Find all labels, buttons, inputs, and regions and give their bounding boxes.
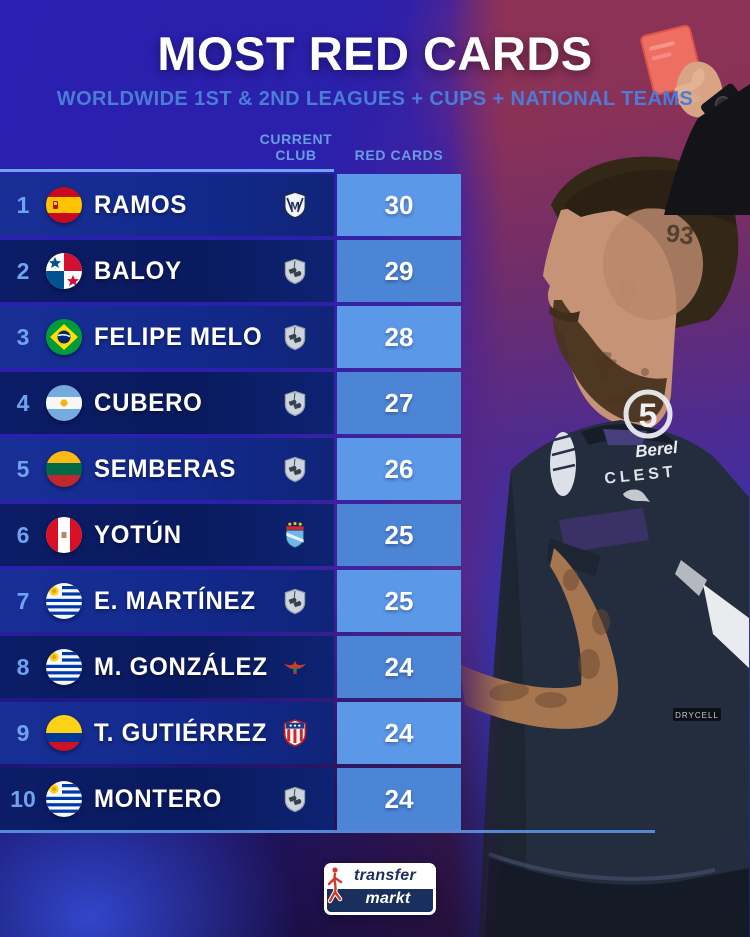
retired-boots-badge: [280, 387, 310, 419]
red-cards-value: 25: [384, 519, 414, 550]
shoulder-chevron: [703, 584, 749, 668]
logo-player-figure-icon: [326, 866, 344, 904]
rank-number: 9: [16, 720, 30, 746]
shorts: [485, 858, 749, 937]
retired-boots-badge: [280, 585, 310, 617]
player-name: SEMBERAS: [94, 455, 237, 483]
panama-flag: [46, 253, 82, 289]
monterrey-chest-badge: [550, 432, 576, 496]
rank-number: 6: [16, 522, 30, 548]
sporting-cristal-badge: [280, 519, 310, 551]
jersey-hemline: [488, 852, 716, 881]
player-name: M. GONZÁLEZ: [94, 653, 268, 681]
table-row: 1 RAMOS M 30: [0, 174, 462, 236]
svg-text:M: M: [290, 200, 299, 212]
red-cards-value: 29: [384, 255, 414, 286]
rank-number: 5: [16, 456, 30, 482]
ranking-table: 1 RAMOS M 30 2 BALOY 29 3: [0, 174, 462, 834]
table-row: 10 MONTERO 24: [0, 768, 462, 830]
svg-text:Berel: Berel: [634, 438, 680, 461]
column-header-current-club: CURRENT CLUB: [246, 131, 346, 163]
rank-number: 1: [16, 192, 30, 218]
player-name: FELIPE MELO: [94, 323, 263, 351]
berel-5-logo: 5 Berel: [623, 389, 680, 461]
red-cards-value: 24: [384, 651, 414, 682]
retired-boots-badge: [280, 783, 310, 815]
peru-flag: [46, 517, 82, 553]
table-row: 4 CUBERO 27: [0, 372, 462, 434]
uruguay-flag: [46, 781, 82, 817]
retired-boots-badge: [280, 453, 310, 485]
captain-armband: [559, 508, 649, 553]
page-subtitle: WORLDWIDE 1ST & 2ND LEAGUES + CUPS + NAT…: [56, 88, 694, 110]
drycell-tag: DRYCELL: [673, 708, 721, 721]
monterrey-badge: M: [280, 189, 310, 221]
table-row: 2 BALOY 29: [0, 240, 462, 302]
red-cards-value: 24: [384, 717, 414, 748]
head-number-93: 93: [664, 219, 695, 251]
rank-number: 2: [16, 258, 30, 284]
red-cards-value: 24: [384, 783, 414, 814]
shoulder-chevron-2: [675, 560, 707, 596]
spain-flag: [46, 187, 82, 223]
column-header-red-cards: RED CARDS: [354, 147, 444, 163]
sergio-ramos-illustration: 93: [459, 156, 749, 937]
table-row: 6 YOTÚN 25: [0, 504, 462, 566]
mustache: [549, 306, 580, 322]
logo-text-transfer: transfer: [327, 866, 433, 889]
retired-boots-badge: [280, 321, 310, 353]
table-row: 3 FELIPE MELO 28: [0, 306, 462, 368]
table-row: 7 E. MARTÍNEZ 25: [0, 570, 462, 632]
red-cards-value: 26: [384, 453, 414, 484]
referee-sleeve: [664, 84, 750, 215]
table-bottom-rule: [0, 830, 655, 833]
player-name: T. GUTIÉRREZ: [94, 719, 268, 747]
player-name: MONTERO: [94, 785, 223, 813]
ear: [616, 279, 636, 308]
rank-number: 4: [16, 390, 30, 416]
puma-logo: [623, 489, 650, 502]
transfermarkt-logo: transfer markt: [324, 863, 436, 915]
lithuania-flag: [46, 451, 82, 487]
junior-barranquilla-badge: [280, 717, 310, 749]
uruguay-flag: [46, 583, 82, 619]
column-header-current: CURRENT: [259, 131, 333, 147]
tattooed-arm: [459, 548, 619, 729]
sleeve-cuff: [547, 538, 601, 576]
arm-tattoos: [489, 569, 610, 708]
rank-number: 10: [10, 786, 36, 812]
referee-red-card-illustration: [640, 24, 750, 215]
svg-text:DRYCELL: DRYCELL: [675, 711, 719, 720]
rank-number: 7: [16, 588, 30, 614]
player-name: YOTÚN: [94, 521, 182, 549]
player-name: E. MARTÍNEZ: [94, 587, 256, 615]
argentina-flag: [46, 385, 82, 421]
page-title: MOST RED CARDS: [157, 27, 593, 80]
player-name: CUBERO: [94, 389, 203, 417]
retired-boots-badge: [280, 255, 310, 287]
red-cards-value: 30: [384, 189, 414, 220]
column-header-club: CLUB: [275, 147, 317, 163]
red-cards-value: 25: [384, 585, 414, 616]
brazil-flag: [46, 319, 82, 355]
colombia-flag: [46, 715, 82, 751]
red-bird-badge: [280, 651, 310, 683]
rank-number: 3: [16, 324, 30, 350]
logo-text-markt: markt: [327, 889, 433, 912]
table-row: 8 M. GONZÁLEZ 24: [0, 636, 462, 698]
red-cards-value: 27: [384, 387, 414, 418]
rank-number: 8: [16, 654, 30, 680]
table-row: 5 SEMBERAS 26: [0, 438, 462, 500]
table-row: 9 T. GUTIÉRREZ 24: [0, 702, 462, 764]
uruguay-flag: [46, 649, 82, 685]
player-name: RAMOS: [94, 191, 188, 219]
red-cards-value: 28: [384, 321, 414, 352]
player-name: BALOY: [94, 257, 182, 285]
table-top-rule: [0, 169, 334, 172]
svg-text:5: 5: [639, 397, 658, 435]
